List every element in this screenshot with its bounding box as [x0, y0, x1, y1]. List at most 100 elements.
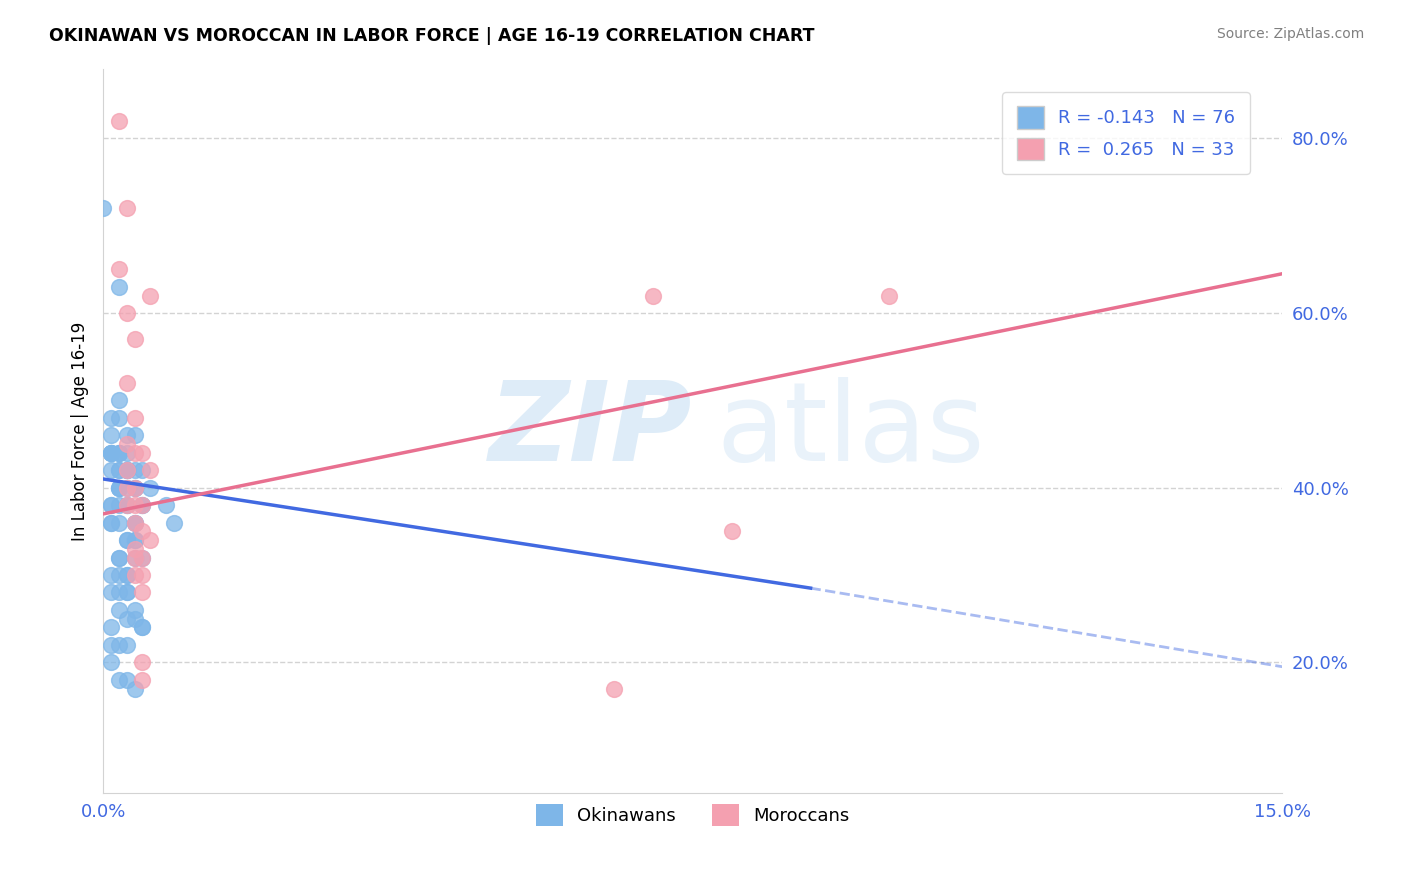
Point: [115, 463, 138, 477]
Point: [124, 681, 146, 696]
Point: [124, 410, 146, 425]
Point: [100, 620, 122, 634]
Text: Source: ZipAtlas.com: Source: ZipAtlas.com: [1216, 27, 1364, 41]
Point: [115, 463, 138, 477]
Point: [115, 201, 138, 215]
Point: [100, 498, 122, 512]
Point: [124, 612, 146, 626]
Point: [115, 498, 138, 512]
Point: [131, 498, 153, 512]
Point: [115, 612, 138, 626]
Point: [124, 498, 146, 512]
Point: [115, 638, 138, 652]
Point: [115, 585, 138, 599]
Point: [131, 620, 153, 634]
Point: [108, 262, 131, 277]
Point: [131, 673, 153, 687]
Point: [100, 568, 122, 582]
Point: [115, 585, 138, 599]
Point: [100, 446, 122, 460]
Point: [124, 332, 146, 346]
Point: [115, 481, 138, 495]
Point: [115, 306, 138, 320]
Point: [124, 516, 146, 530]
Point: [139, 463, 162, 477]
Point: [115, 376, 138, 390]
Point: [100, 410, 122, 425]
Point: [108, 585, 131, 599]
Point: [108, 550, 131, 565]
Point: [139, 481, 162, 495]
Point: [100, 638, 122, 652]
Point: [100, 516, 122, 530]
Point: [91, 201, 114, 215]
Point: [124, 516, 146, 530]
Point: [131, 656, 153, 670]
Point: [115, 463, 138, 477]
Y-axis label: In Labor Force | Age 16-19: In Labor Force | Age 16-19: [72, 321, 89, 541]
Point: [108, 410, 131, 425]
Point: [108, 498, 131, 512]
Point: [124, 603, 146, 617]
Point: [115, 673, 138, 687]
Point: [124, 541, 146, 556]
Point: [124, 550, 146, 565]
Point: [108, 568, 131, 582]
Text: atlas: atlas: [716, 377, 984, 484]
Point: [124, 533, 146, 547]
Point: [115, 428, 138, 442]
Point: [108, 446, 131, 460]
Point: [131, 550, 153, 565]
Legend: Okinawans, Moroccans: Okinawans, Moroccans: [527, 795, 859, 835]
Point: [124, 481, 146, 495]
Point: [124, 463, 146, 477]
Point: [643, 288, 665, 302]
Point: [100, 463, 122, 477]
Point: [124, 481, 146, 495]
Point: [108, 638, 131, 652]
Point: [115, 498, 138, 512]
Point: [115, 463, 138, 477]
Point: [115, 446, 138, 460]
Point: [131, 568, 153, 582]
Point: [131, 498, 153, 512]
Point: [115, 498, 138, 512]
Point: [163, 516, 186, 530]
Point: [108, 114, 131, 128]
Point: [115, 533, 138, 547]
Point: [131, 524, 153, 539]
Point: [115, 463, 138, 477]
Point: [108, 481, 131, 495]
Point: [139, 533, 162, 547]
Point: [115, 568, 138, 582]
Point: [131, 463, 153, 477]
Point: [100, 498, 122, 512]
Text: OKINAWAN VS MOROCCAN IN LABOR FORCE | AGE 16-19 CORRELATION CHART: OKINAWAN VS MOROCCAN IN LABOR FORCE | AG…: [49, 27, 814, 45]
Point: [131, 498, 153, 512]
Point: [155, 498, 177, 512]
Point: [124, 550, 146, 565]
Point: [100, 446, 122, 460]
Point: [100, 446, 122, 460]
Point: [721, 524, 744, 539]
Point: [124, 568, 146, 582]
Point: [124, 428, 146, 442]
Point: [131, 550, 153, 565]
Point: [108, 603, 131, 617]
Point: [124, 516, 146, 530]
Point: [139, 288, 162, 302]
Point: [100, 656, 122, 670]
Point: [603, 681, 626, 696]
Point: [877, 288, 900, 302]
Point: [100, 585, 122, 599]
Point: [108, 550, 131, 565]
Point: [131, 620, 153, 634]
Point: [124, 533, 146, 547]
Point: [131, 446, 153, 460]
Point: [124, 446, 146, 460]
Point: [108, 393, 131, 408]
Point: [108, 516, 131, 530]
Point: [131, 585, 153, 599]
Point: [108, 446, 131, 460]
Point: [100, 516, 122, 530]
